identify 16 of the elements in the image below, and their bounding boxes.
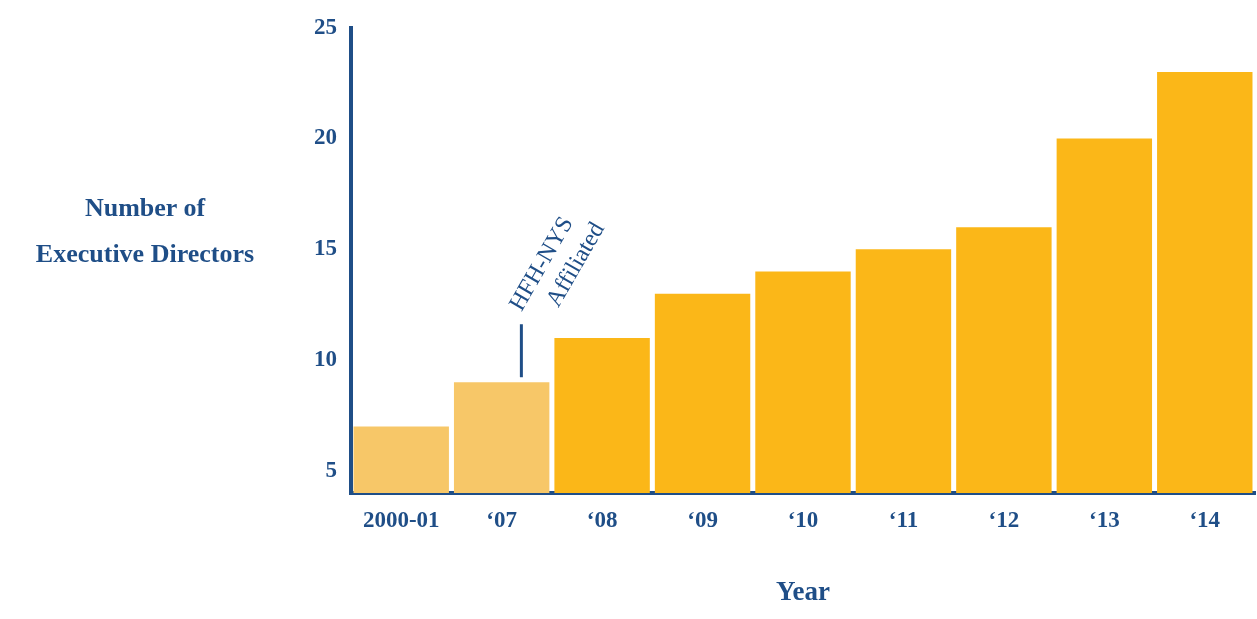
y-axis-title: Number of Executive Directors — [34, 192, 256, 270]
x-tick-label: ‘07 — [486, 506, 517, 532]
x-tick-label: 2000-01 — [362, 506, 440, 532]
y-tick-label: 20 — [314, 124, 337, 150]
y-tick-label: 25 — [314, 13, 337, 39]
x-tick-label: ‘09 — [687, 506, 718, 532]
y-tick-label: 10 — [314, 346, 337, 372]
x-tick-label: ‘08 — [586, 506, 618, 532]
x-tick-label: ‘10 — [787, 506, 819, 532]
y-tick-label: 15 — [314, 235, 337, 261]
x-axis-title: Year — [776, 575, 830, 606]
x-tick-label: ‘13 — [1089, 506, 1120, 532]
x-tick-label: ‘12 — [988, 506, 1020, 532]
y-tick-label: 5 — [325, 456, 337, 482]
x-tick-label: ‘14 — [1189, 506, 1221, 532]
x-tick-label: ‘11 — [888, 506, 919, 532]
